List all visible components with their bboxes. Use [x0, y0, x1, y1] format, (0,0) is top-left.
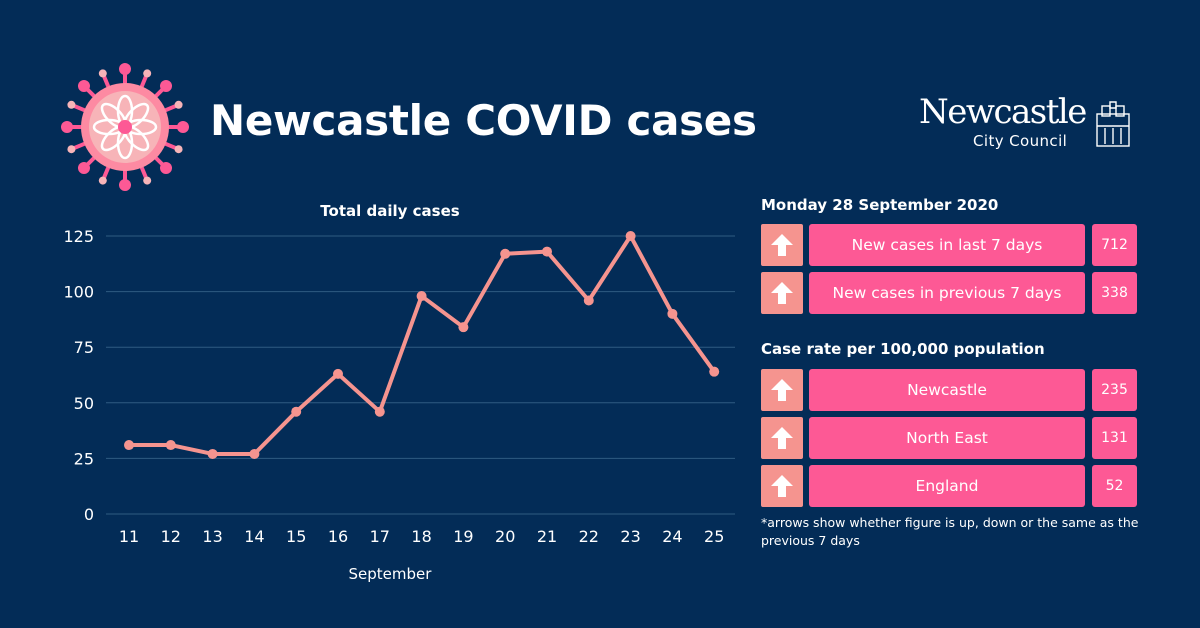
stat-value: 235: [1092, 369, 1137, 411]
data-point: [500, 248, 511, 259]
x-tick-label: 14: [244, 527, 264, 546]
data-point: [458, 322, 469, 333]
trend-arrow-up-icon: [761, 224, 803, 266]
stat-value: 338: [1092, 272, 1137, 314]
page-title: Newcastle COVID cases: [210, 96, 757, 145]
chart-title: Total daily cases: [320, 202, 459, 220]
x-tick-label: 18: [411, 527, 431, 546]
data-point: [333, 368, 343, 379]
data-point: [542, 246, 552, 257]
data-point: [667, 308, 678, 319]
stat-label: New cases in last 7 days: [809, 224, 1085, 266]
stat-row-north-east: North East 131: [761, 417, 1137, 459]
rate-heading: Case rate per 100,000 population: [761, 340, 1045, 358]
data-point: [583, 295, 594, 306]
x-tick-label: 13: [202, 527, 222, 546]
logo-main-text: Newcastle: [919, 92, 1087, 132]
trend-arrow-up-icon: [761, 272, 803, 314]
chart-gridlines: [106, 235, 735, 515]
x-tick-label: 11: [119, 527, 139, 546]
data-point: [625, 231, 636, 241]
x-tick-label: 17: [370, 527, 390, 546]
stat-label: New cases in previous 7 days: [809, 272, 1085, 314]
x-tick-label: 24: [662, 527, 682, 546]
rate-stats: Newcastle 235 North East 131 England 52: [761, 369, 1141, 507]
data-point: [124, 440, 134, 451]
y-tick-label: 100: [63, 283, 94, 302]
stat-row-last-7-days: New cases in last 7 days 712: [761, 224, 1137, 266]
x-tick-label: 23: [620, 527, 640, 546]
y-tick-label: 75: [74, 338, 94, 357]
stat-row-england: England 52: [761, 465, 1137, 507]
rate-panel: Case rate per 100,000 population: [761, 340, 1141, 358]
data-point: [207, 448, 218, 459]
series-line: [129, 234, 716, 456]
stat-label: Newcastle: [809, 369, 1085, 411]
data-point: [709, 366, 720, 377]
data-point: [291, 406, 302, 417]
stat-value: 52: [1092, 465, 1137, 507]
council-logo: Newcastle City Council: [915, 92, 1135, 156]
stat-label: North East: [809, 417, 1085, 459]
y-tick-label: 25: [74, 449, 94, 468]
stat-value: 712: [1092, 224, 1137, 266]
data-point: [165, 440, 176, 451]
series-polyline: [129, 234, 716, 456]
weekly-stats: New cases in last 7 days 712 New cases i…: [761, 224, 1141, 314]
x-tick-label: 22: [579, 527, 599, 546]
x-tick-label: 21: [537, 527, 557, 546]
date-heading: Monday 28 September 2020: [761, 196, 999, 214]
x-tick-label: 12: [161, 527, 181, 546]
trend-arrow-up-icon: [761, 417, 803, 459]
weekly-panel: Monday 28 September 2020: [761, 196, 1141, 214]
y-tick-label: 0: [84, 505, 94, 524]
x-tick-label: 25: [704, 527, 724, 546]
virus-icon: [61, 63, 189, 191]
trend-arrow-up-icon: [761, 465, 803, 507]
data-point: [416, 291, 427, 302]
y-tick-label: 125: [63, 227, 94, 246]
data-point: [374, 406, 385, 417]
x-tick-label: 15: [286, 527, 306, 546]
y-tick-label: 50: [74, 394, 94, 413]
castle-crest-icon: [1096, 101, 1130, 147]
stat-label: England: [809, 465, 1085, 507]
series-points: [124, 231, 720, 459]
stat-row-previous-7-days: New cases in previous 7 days 338: [761, 272, 1137, 314]
trend-arrow-up-icon: [761, 369, 803, 411]
logo-sub-text: City Council: [973, 132, 1068, 150]
x-tick-label: 19: [453, 527, 473, 546]
x-tick-label: 20: [495, 527, 515, 546]
y-axis-ticks: 0 25 50 75 100 125: [63, 227, 94, 524]
x-tick-label: 16: [328, 527, 348, 546]
x-axis-title: September: [349, 565, 433, 583]
stat-row-newcastle: Newcastle 235: [761, 369, 1137, 411]
footnote: *arrows show whether figure is up, down …: [761, 515, 1139, 548]
stat-value: 131: [1092, 417, 1137, 459]
line-chart: Total daily cases 0 25 50 75 100 125 11 12 13 14…: [63, 202, 735, 583]
data-point: [249, 448, 260, 459]
x-axis-ticks: 11 12 13 14 15 16 17 18 19 20 21 22 23 24 25: [119, 527, 725, 546]
